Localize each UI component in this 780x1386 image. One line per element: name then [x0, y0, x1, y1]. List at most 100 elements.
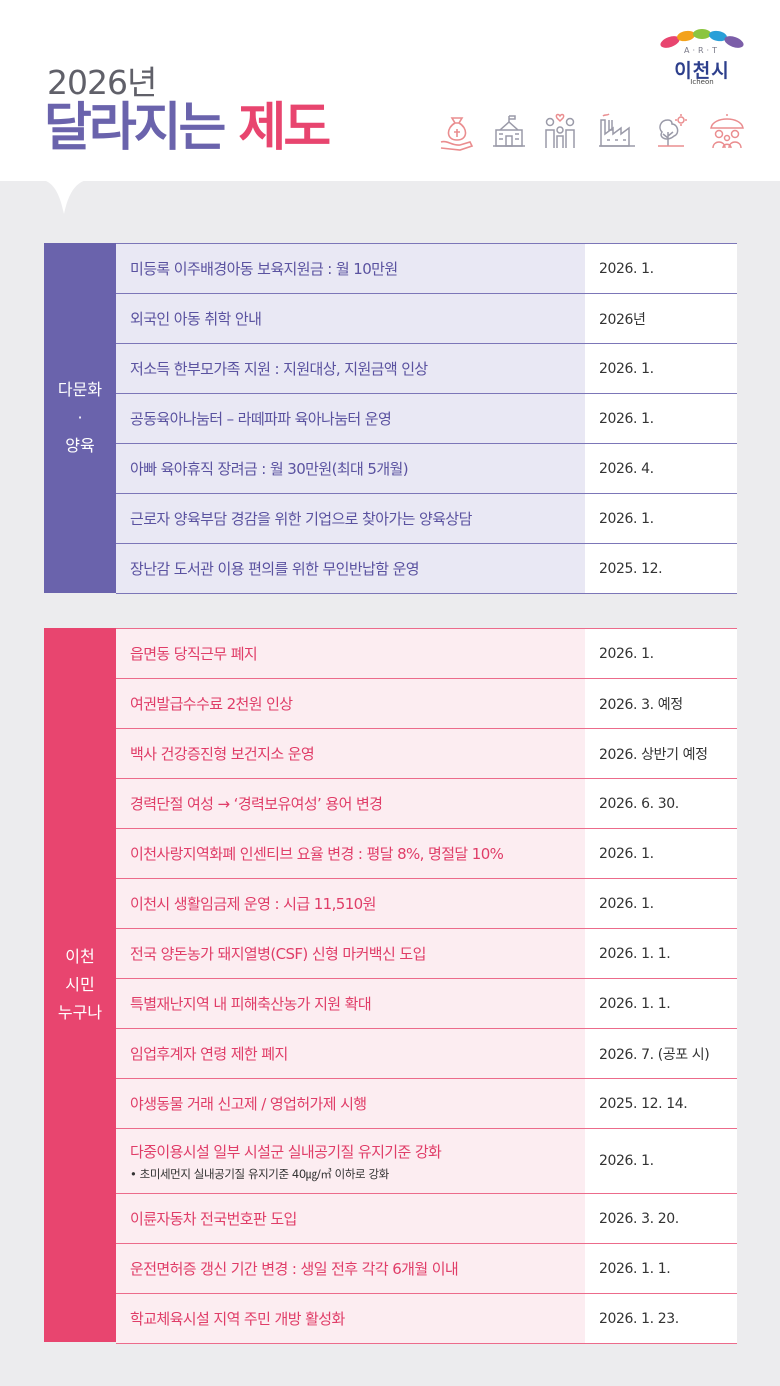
table-row: 여권발급수수료 2천원 인상 2026. 3. 예정 [116, 679, 737, 729]
section-label: 다문화 · 양육 [44, 243, 116, 593]
table-row: 운전면허증 갱신 기간 변경 : 생일 전후 각각 6개월 이내 2026. 1.… [116, 1244, 737, 1294]
table-row: 저소득 한부모가족 지원 : 지원대상, 지원금액 인상 2026. 1. [116, 344, 737, 394]
row-date: 2026. 1. 1. [585, 1244, 737, 1293]
row-item-text: 전국 양돈농가 돼지열병(CSF) 신형 마커백신 도입 [130, 945, 426, 963]
row-item: 운전면허증 갱신 기간 변경 : 생일 전후 각각 6개월 이내 [116, 1244, 585, 1293]
main-title: 달라지는 제도 [44, 96, 331, 160]
section-label: 이천 시민 누구나 [44, 628, 116, 1342]
row-date: 2026. 7. (공포 시) [585, 1029, 737, 1078]
row-item: 장난감 도서관 이용 편의를 위한 무인반납함 운영 [116, 544, 585, 593]
row-date: 2025. 12. [585, 544, 737, 593]
row-item-text: 백사 건강증진형 보건지소 운영 [130, 745, 315, 763]
year-title: 2026년 [47, 63, 157, 102]
row-item-text: 읍면동 당직근무 폐지 [130, 645, 258, 663]
table-row: 읍면동 당직근무 폐지 2026. 1. [116, 629, 737, 679]
row-date: 2026. 1. [585, 244, 737, 293]
row-date: 2026. 1. [585, 494, 737, 543]
row-item: 학교체육시설 지역 주민 개방 활성화 [116, 1294, 585, 1343]
section-rows: 미등록 이주배경아동 보육지원금 : 월 10만원 2026. 1. 외국인 아동… [116, 243, 737, 594]
icheon-logo: A·R·T 이천시 Icheon [652, 26, 752, 88]
row-item-text: 여권발급수수료 2천원 인상 [130, 695, 293, 713]
row-date: 2026. 3. 20. [585, 1194, 737, 1243]
factory-icon [597, 112, 637, 156]
row-item: 읍면동 당직근무 폐지 [116, 629, 585, 678]
section-label-text: 이천 시민 누구나 [57, 947, 103, 1022]
table-row: 이천시 생활임금제 운영 : 시급 11,510원 2026. 1. [116, 879, 737, 929]
table-row: 임업후계자 연령 제한 폐지 2026. 7. (공포 시) [116, 1029, 737, 1079]
table-row: 다중이용시설 일부 시설군 실내공기질 유지기준 강화 • 초미세먼지 실내공기질… [116, 1129, 737, 1194]
row-date: 2026. 1. [585, 1129, 737, 1193]
row-date: 2026. 1. 1. [585, 979, 737, 1028]
row-item-text: 아빠 육아휴직 장려금 : 월 30만원(최대 5개월) [130, 460, 409, 478]
row-item-text: 경력단절 여성 → ‘경력보유여성’ 용어 변경 [130, 795, 383, 813]
row-date: 2026. 1. [585, 394, 737, 443]
row-date: 2026. 1. [585, 344, 737, 393]
row-item-subtext: • 초미세먼지 실내공기질 유지기준 40㎍/㎥ 이하로 강화 [130, 1166, 389, 1181]
row-item-text: 이륜자동차 전국번호판 도입 [130, 1210, 297, 1228]
main-title-part2: 제도 [238, 98, 331, 158]
row-item: 외국인 아동 취학 안내 [116, 294, 585, 343]
row-item: 공동육아나눔터 – 라떼파파 육아나눔터 운영 [116, 394, 585, 443]
row-date: 2026. 4. [585, 444, 737, 493]
row-item: 이륜자동차 전국번호판 도입 [116, 1194, 585, 1243]
row-date: 2026년 [585, 294, 737, 343]
table-row: 특별재난지역 내 피해축산농가 지원 확대 2026. 1. 1. [116, 979, 737, 1029]
row-date: 2026. 1. [585, 829, 737, 878]
table-row: 전국 양돈농가 돼지열병(CSF) 신형 마커백신 도입 2026. 1. 1. [116, 929, 737, 979]
table-row: 근로자 양육부담 경감을 위한 기업으로 찾아가는 양육상담 2026. 1. [116, 494, 737, 544]
row-item: 근로자 양육부담 경감을 위한 기업으로 찾아가는 양육상담 [116, 494, 585, 543]
row-item: 여권발급수수료 2천원 인상 [116, 679, 585, 728]
row-item-text: 이천사랑지역화폐 인센티브 요율 변경 : 평달 8%, 명절달 10% [130, 845, 504, 863]
row-item-text: 장난감 도서관 이용 편의를 위한 무인반납함 운영 [130, 560, 420, 578]
table-row: 아빠 육아휴직 장려금 : 월 30만원(최대 5개월) 2026. 4. [116, 444, 737, 494]
row-date: 2026. 3. 예정 [585, 679, 737, 728]
table-row: 야생동물 거래 신고제 / 영업허가제 시행 2025. 12. 14. [116, 1079, 737, 1129]
money-bag-hand-icon [438, 112, 476, 156]
row-item: 백사 건강증진형 보건지소 운영 [116, 729, 585, 778]
main-title-part1: 달라지는 [44, 98, 226, 158]
tree-icon [654, 112, 690, 156]
row-item-text: 임업후계자 연령 제한 폐지 [130, 1045, 288, 1063]
row-item: 이천시 생활임금제 운영 : 시급 11,510원 [116, 879, 585, 928]
logo-name: 이천시 [674, 60, 730, 82]
row-item-text: 저소득 한부모가족 지원 : 지원대상, 지원금액 인상 [130, 360, 428, 378]
row-item: 특별재난지역 내 피해축산농가 지원 확대 [116, 979, 585, 1028]
row-item-text: 다중이용시설 일부 시설군 실내공기질 유지기준 강화 [130, 1142, 442, 1161]
table-row: 백사 건강증진형 보건지소 운영 2026. 상반기 예정 [116, 729, 737, 779]
row-item-text: 외국인 아동 취학 안내 [130, 310, 262, 328]
section-rows: 읍면동 당직근무 폐지 2026. 1. 여권발급수수료 2천원 인상 2026. … [116, 628, 737, 1344]
header-speech-tail [30, 178, 100, 214]
row-item-text: 운전면허증 갱신 기간 변경 : 생일 전후 각각 6개월 이내 [130, 1260, 459, 1278]
section-multicultural-childcare: 다문화 · 양육 미등록 이주배경아동 보육지원금 : 월 10만원 2026. … [44, 243, 737, 594]
logo-en: Icheon [690, 78, 714, 86]
table-row: 이륜자동차 전국번호판 도입 2026. 3. 20. [116, 1194, 737, 1244]
row-item: 아빠 육아휴직 장려금 : 월 30만원(최대 5개월) [116, 444, 585, 493]
row-item-text: 근로자 양육부담 경감을 위한 기업으로 찾아가는 양육상담 [130, 510, 472, 528]
school-building-icon [492, 112, 526, 156]
row-item-text: 학교체육시설 지역 주민 개방 활성화 [130, 1310, 345, 1328]
section-label-text: 다문화 · 양육 [57, 380, 103, 455]
row-item: 임업후계자 연령 제한 폐지 [116, 1029, 585, 1078]
logo-mark-icon [660, 29, 744, 48]
header: 2026년 달라지는 제도 A·R·T 이천시 Icheon [0, 0, 780, 181]
row-item-text: 특별재난지역 내 피해축산농가 지원 확대 [130, 995, 372, 1013]
row-item-text: 공동육아나눔터 – 라떼파파 육아나눔터 운영 [130, 410, 392, 428]
row-item: 야생동물 거래 신고제 / 영업허가제 시행 [116, 1079, 585, 1128]
table-row: 외국인 아동 취학 안내 2026년 [116, 294, 737, 344]
category-icons [432, 112, 752, 154]
row-date: 2025. 12. 14. [585, 1079, 737, 1128]
row-item: 경력단절 여성 → ‘경력보유여성’ 용어 변경 [116, 779, 585, 828]
row-date: 2026. 1. 23. [585, 1294, 737, 1343]
row-item: 저소득 한부모가족 지원 : 지원대상, 지원금액 인상 [116, 344, 585, 393]
table-row: 학교체육시설 지역 주민 개방 활성화 2026. 1. 23. [116, 1294, 737, 1344]
row-item: 미등록 이주배경아동 보육지원금 : 월 10만원 [116, 244, 585, 293]
row-date: 2026. 1. [585, 879, 737, 928]
table-row: 공동육아나눔터 – 라떼파파 육아나눔터 운영 2026. 1. [116, 394, 737, 444]
umbrella-people-icon [708, 112, 746, 156]
table-row: 장난감 도서관 이용 편의를 위한 무인반납함 운영 2025. 12. [116, 544, 737, 594]
row-item: 다중이용시설 일부 시설군 실내공기질 유지기준 강화 • 초미세먼지 실내공기질… [116, 1129, 585, 1193]
row-date: 2026. 상반기 예정 [585, 729, 737, 778]
row-item: 이천사랑지역화폐 인센티브 요율 변경 : 평달 8%, 명절달 10% [116, 829, 585, 878]
table-row: 이천사랑지역화폐 인센티브 요율 변경 : 평달 8%, 명절달 10% 2026… [116, 829, 737, 879]
table-row: 경력단절 여성 → ‘경력보유여성’ 용어 변경 2026. 6. 30. [116, 779, 737, 829]
